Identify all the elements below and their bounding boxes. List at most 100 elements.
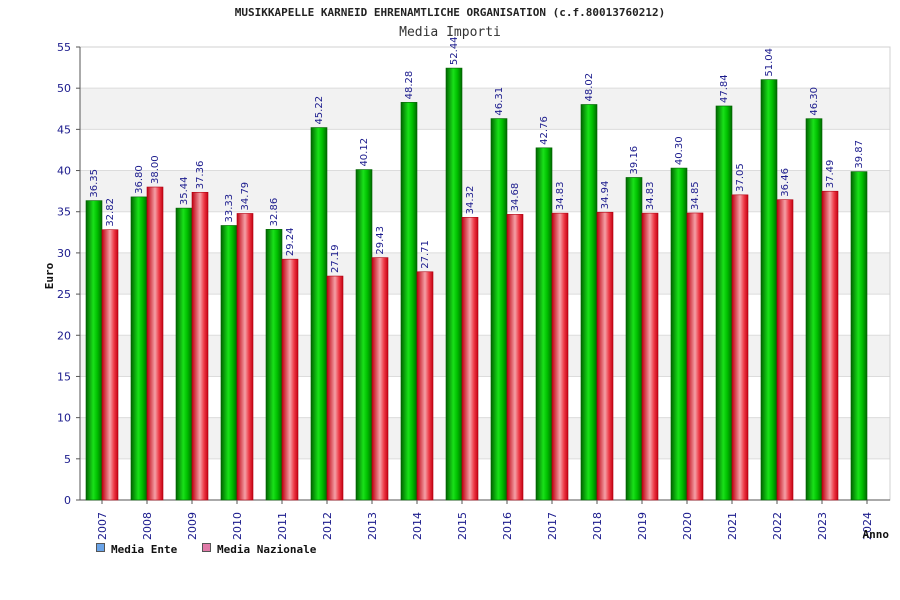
data-label: 32.86 xyxy=(269,198,280,227)
y-tick-label: 20 xyxy=(57,329,71,342)
legend-swatch-nazionale xyxy=(202,543,211,552)
bar-media-nazionale xyxy=(146,186,164,501)
bar-media-nazionale xyxy=(461,217,479,501)
data-label: 29.43 xyxy=(375,226,386,255)
bar-media-ente xyxy=(265,229,283,501)
data-label: 46.30 xyxy=(809,87,820,116)
data-label: 39.16 xyxy=(629,146,640,175)
bar-media-ente xyxy=(715,105,733,501)
grid-band xyxy=(80,417,890,459)
data-label: 47.84 xyxy=(719,74,730,103)
x-tick-label: 2013 xyxy=(366,512,379,540)
bar-media-ente xyxy=(445,67,463,501)
grid-band xyxy=(80,252,890,295)
bar-media-nazionale xyxy=(326,275,344,501)
x-tick-label: 2009 xyxy=(186,512,199,540)
bar-media-ente xyxy=(580,104,598,501)
x-tick-label: 2018 xyxy=(591,512,604,540)
bar-media-nazionale xyxy=(731,194,749,501)
bar-media-nazionale xyxy=(236,213,254,501)
data-label: 34.85 xyxy=(690,181,701,210)
bar-media-ente xyxy=(400,102,418,501)
y-tick-label: 15 xyxy=(57,370,71,383)
data-label: 48.02 xyxy=(584,73,595,102)
data-label: 52.44 xyxy=(449,36,460,65)
x-tick-label: 2008 xyxy=(141,512,154,540)
bar-media-nazionale xyxy=(686,212,704,501)
bar-media-nazionale xyxy=(641,212,659,501)
y-tick-label: 0 xyxy=(64,494,71,507)
x-tick-label: 2011 xyxy=(276,512,289,540)
data-label: 48.28 xyxy=(404,71,415,100)
bar-media-ente xyxy=(850,171,868,501)
legend-item-nazionale: Media Nazionale xyxy=(202,543,316,556)
data-label: 27.71 xyxy=(420,240,431,269)
y-tick-label: 50 xyxy=(57,82,71,95)
bar-media-nazionale xyxy=(506,214,524,501)
data-label: 39.87 xyxy=(854,140,865,169)
x-tick-label: 2019 xyxy=(636,512,649,540)
data-label: 32.82 xyxy=(105,198,116,227)
bar-media-nazionale xyxy=(191,191,209,501)
y-tick-label: 35 xyxy=(57,206,71,219)
x-tick-label: 2021 xyxy=(726,512,739,540)
bar-media-ente xyxy=(625,177,643,501)
data-label: 37.36 xyxy=(195,161,206,190)
bar-media-nazionale xyxy=(281,258,299,501)
chart-title: MUSIKKAPELLE KARNEID EHRENAMTLICHE ORGAN… xyxy=(234,6,666,19)
bar-media-ente xyxy=(130,196,148,501)
legend-swatch-ente xyxy=(96,543,105,552)
x-tick-label: 2017 xyxy=(546,512,559,540)
data-label: 37.05 xyxy=(735,163,746,192)
x-axis-title: Anno xyxy=(863,528,890,541)
data-label: 34.94 xyxy=(600,181,611,210)
data-label: 34.32 xyxy=(465,186,476,215)
x-tick-label: 2016 xyxy=(501,512,514,540)
x-tick-label: 2022 xyxy=(771,512,784,540)
y-tick-label: 25 xyxy=(57,288,71,301)
y-tick-label: 5 xyxy=(64,453,71,466)
y-tick-label: 40 xyxy=(57,165,71,178)
x-tick-label: 2020 xyxy=(681,512,694,540)
chart-subtitle: Media Importi xyxy=(399,25,501,40)
x-tick-label: 2015 xyxy=(456,512,469,540)
x-tick-label: 2012 xyxy=(321,512,334,540)
bar-media-nazionale xyxy=(776,199,794,501)
grid-band xyxy=(80,335,890,377)
bar-media-ente xyxy=(175,207,193,501)
y-tick-label: 55 xyxy=(57,41,71,54)
data-label: 33.33 xyxy=(224,194,235,223)
bar-media-nazionale xyxy=(371,257,389,501)
data-label: 46.31 xyxy=(494,87,505,116)
data-label: 36.80 xyxy=(134,165,145,194)
bar-media-ente xyxy=(310,127,328,501)
bar-media-nazionale xyxy=(821,190,839,501)
bar-media-ente xyxy=(355,169,373,501)
bar-media-nazionale xyxy=(551,212,569,501)
legend-label-nazionale: Media Nazionale xyxy=(217,543,317,556)
x-tick-label: 2007 xyxy=(96,512,109,540)
x-tick-label: 2014 xyxy=(411,512,424,540)
y-tick-label: 10 xyxy=(57,412,71,425)
data-label: 34.83 xyxy=(645,181,656,210)
data-label: 27.19 xyxy=(330,244,341,273)
data-label: 35.44 xyxy=(179,176,190,205)
bar-media-ente xyxy=(670,167,688,501)
bar-media-ente xyxy=(535,147,553,501)
data-label: 34.68 xyxy=(510,183,521,212)
data-label: 34.83 xyxy=(555,181,566,210)
data-label: 29.24 xyxy=(285,228,296,257)
data-label: 37.49 xyxy=(825,160,836,189)
data-label: 45.22 xyxy=(314,96,325,125)
bar-media-ente xyxy=(760,79,778,501)
data-label: 51.04 xyxy=(764,48,775,77)
bar-media-ente xyxy=(805,118,823,501)
x-tick-label: 2024 xyxy=(861,512,874,540)
x-tick-label: 2010 xyxy=(231,512,244,540)
legend-label-ente: Media Ente xyxy=(111,543,178,556)
bar-media-nazionale xyxy=(596,211,614,501)
grid-band xyxy=(80,170,890,212)
data-label: 42.76 xyxy=(539,116,550,145)
x-tick-label: 2023 xyxy=(816,512,829,540)
